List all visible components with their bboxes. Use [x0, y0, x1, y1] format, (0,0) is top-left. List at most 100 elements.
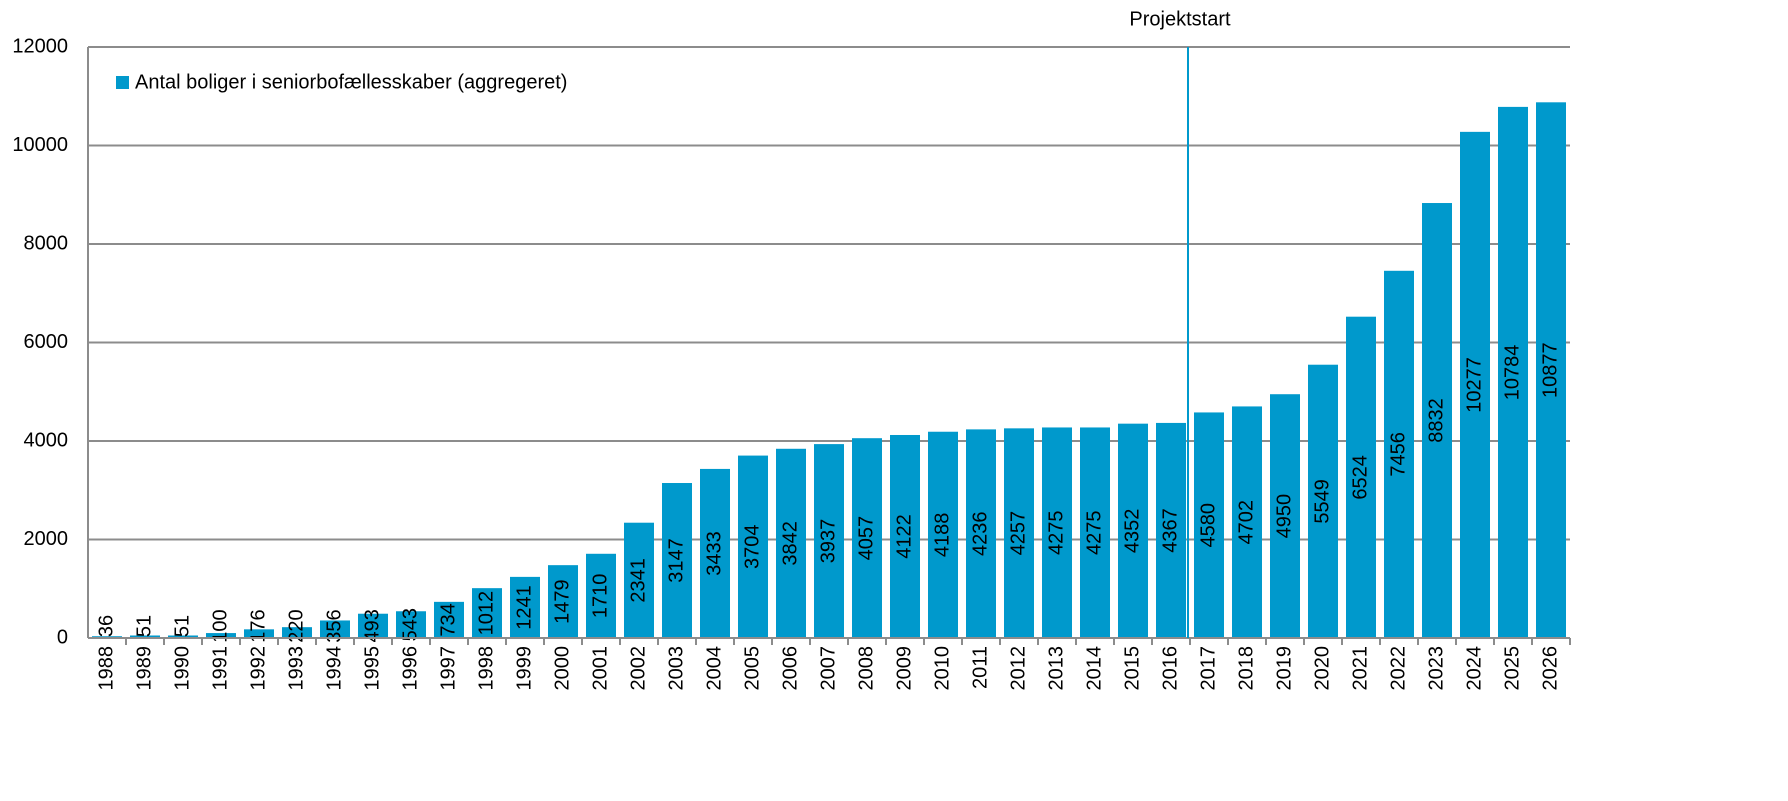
- x-tick-label: 2013: [1045, 646, 1067, 691]
- data-label: 10877: [1539, 342, 1561, 398]
- x-tick-label: 1993: [285, 646, 307, 691]
- x-tick-label: 2002: [627, 646, 649, 691]
- x-tick-label: 1996: [399, 646, 421, 691]
- data-label: 7456: [1387, 432, 1409, 477]
- bar: [282, 627, 312, 638]
- bar: [1118, 423, 1148, 638]
- bar: [548, 565, 578, 638]
- data-label: 10277: [1463, 357, 1485, 413]
- x-tick-label: 2004: [703, 646, 725, 691]
- data-label: 1479: [551, 579, 573, 624]
- x-tick-label: 2025: [1501, 646, 1523, 691]
- data-label: 4275: [1083, 510, 1105, 555]
- bar: [814, 444, 844, 638]
- bar: [510, 576, 540, 638]
- x-tick-label: 2018: [1235, 646, 1257, 691]
- bar: [1346, 316, 1376, 638]
- bar: [966, 429, 996, 638]
- bar: [1004, 428, 1034, 638]
- bar: [434, 601, 464, 638]
- x-tick-label: 1990: [171, 646, 193, 691]
- data-label: 5549: [1311, 479, 1333, 523]
- bar: [738, 455, 768, 638]
- x-tick-label: 2006: [779, 646, 801, 691]
- data-label: 220: [285, 609, 307, 642]
- data-label: 4367: [1159, 508, 1181, 553]
- bar: [1460, 131, 1490, 639]
- x-tick-label: 1999: [513, 646, 535, 691]
- x-tick-label: 1992: [247, 646, 269, 691]
- x-tick-label: 2020: [1311, 646, 1333, 691]
- annotation: Projektstart: [1129, 8, 1231, 30]
- bar: [206, 633, 236, 638]
- bar: [1194, 412, 1224, 638]
- data-label: 734: [437, 603, 459, 636]
- bar: [1536, 102, 1566, 639]
- y-tick-label: 4000: [24, 429, 69, 451]
- y-tick-label: 8000: [24, 232, 69, 254]
- x-tick-label: 2001: [589, 646, 611, 691]
- bar: [624, 522, 654, 638]
- x-tick-label: 1989: [133, 646, 155, 691]
- data-label: 543: [399, 608, 421, 641]
- data-label: 4950: [1273, 494, 1295, 539]
- data-label: 4236: [969, 511, 991, 556]
- bar: [1384, 270, 1414, 638]
- x-tick-label: 1998: [475, 646, 497, 691]
- data-label: 1241: [513, 585, 535, 630]
- x-tick-label: 2024: [1463, 646, 1485, 691]
- data-label: 493: [361, 609, 383, 642]
- data-label: 8832: [1425, 398, 1447, 443]
- x-tick-label: 2021: [1349, 646, 1371, 691]
- x-tick-label: 2011: [969, 646, 991, 689]
- data-label: 2341: [627, 558, 649, 603]
- data-label: 176: [247, 609, 269, 642]
- data-label: 3937: [817, 519, 839, 564]
- data-label: 3704: [741, 525, 763, 570]
- y-tick-label: 6000: [24, 331, 69, 353]
- x-tick-label: 1995: [361, 646, 383, 691]
- bar: [1042, 427, 1072, 638]
- x-tick-label: 2026: [1539, 646, 1561, 691]
- x-tick-label: 2000: [551, 646, 573, 691]
- data-label: 51: [171, 615, 193, 637]
- data-label: 4275: [1045, 510, 1067, 555]
- data-label: 10784: [1501, 345, 1523, 401]
- x-tick-label: 2022: [1387, 646, 1409, 691]
- x-tick-label: 2003: [665, 646, 687, 691]
- bar: [586, 553, 616, 638]
- bar: [928, 431, 958, 638]
- x-tick-label: 2012: [1007, 646, 1029, 691]
- data-label: 356: [323, 609, 345, 642]
- legend-label: Antal boliger i seniorbofællesskaber (ag…: [135, 71, 567, 93]
- bar: [1498, 106, 1528, 638]
- bar: [358, 613, 388, 638]
- y-tick-label: 10000: [12, 134, 68, 156]
- data-label: 1710: [589, 574, 611, 619]
- bar: [662, 483, 692, 638]
- data-label: 3842: [779, 521, 801, 566]
- x-tick-label: 2007: [817, 646, 839, 691]
- x-tick-label: 2023: [1425, 646, 1447, 691]
- bar: [890, 434, 920, 638]
- x-tick-label: 2017: [1197, 646, 1219, 691]
- bar: [396, 611, 426, 638]
- data-label: 4257: [1007, 511, 1029, 556]
- bar: [700, 468, 730, 638]
- bar: [1308, 364, 1338, 638]
- bar: [244, 629, 274, 638]
- bar: [1232, 406, 1262, 638]
- x-tick-label: 2016: [1159, 646, 1181, 691]
- legend-swatch: [116, 76, 129, 89]
- x-tick-label: 2010: [931, 646, 953, 691]
- bar: [776, 448, 806, 638]
- data-label: 3433: [703, 531, 725, 576]
- x-tick-label: 2014: [1083, 646, 1105, 691]
- x-tick-label: 2005: [741, 646, 763, 691]
- x-tick-label: 2019: [1273, 646, 1295, 691]
- bar: [168, 635, 198, 638]
- data-label: 4580: [1197, 503, 1219, 548]
- y-tick-label: 2000: [24, 528, 69, 550]
- x-tick-label: 1988: [95, 646, 117, 691]
